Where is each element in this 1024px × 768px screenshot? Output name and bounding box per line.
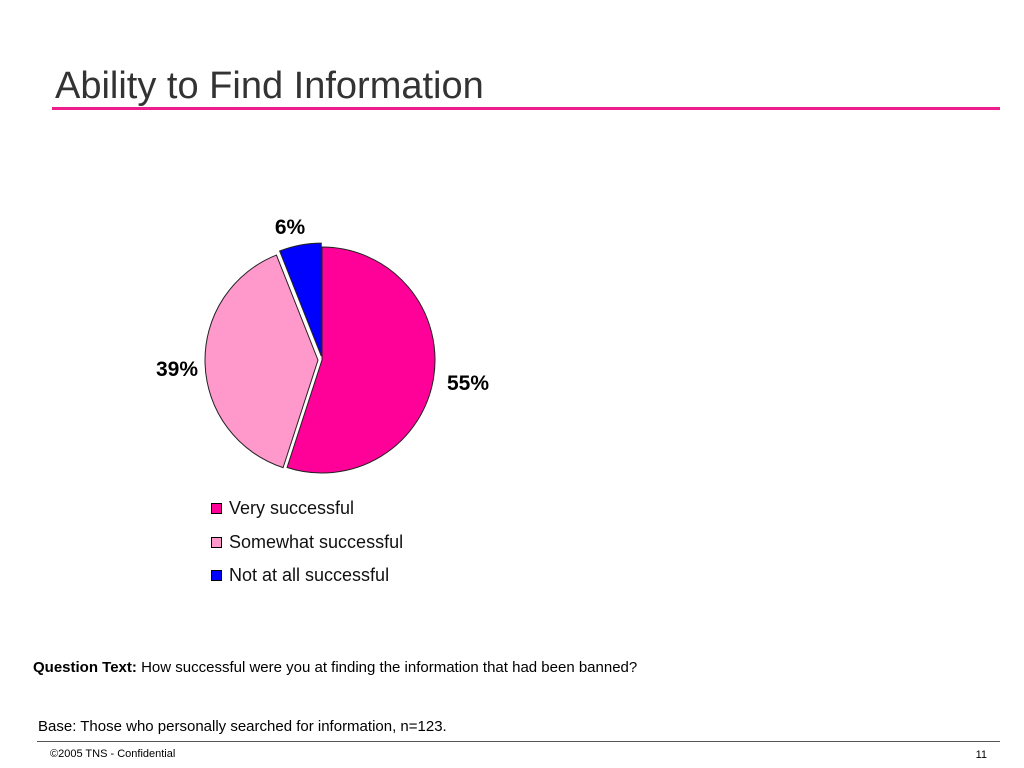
legend-label: Very successful bbox=[229, 498, 355, 519]
question-label: Question Text: bbox=[33, 659, 137, 676]
data-label-very-successful: 55% bbox=[447, 372, 489, 395]
data-label-not-at-all-successful: 6% bbox=[275, 216, 306, 239]
page-number: 11 bbox=[975, 749, 987, 761]
footer-divider bbox=[37, 741, 1000, 742]
chart-legend: Very successful Somewhat successful Not at… bbox=[211, 492, 403, 593]
pie-slice-somewhat-successful bbox=[204, 254, 319, 469]
legend-label: Not at all successful bbox=[229, 565, 390, 586]
slide-title: Ability to Find Information bbox=[55, 65, 484, 107]
legend-swatch bbox=[211, 536, 222, 548]
base-note: Base: Those who personally searched for … bbox=[38, 718, 447, 735]
legend-swatch bbox=[211, 503, 222, 515]
legend-item: Somewhat successful bbox=[211, 526, 403, 560]
pie-slice-very-successful bbox=[286, 246, 436, 474]
question-text: Question Text: How successful were you a… bbox=[33, 659, 637, 676]
footer-copyright: ©2005 TNS - Confidential bbox=[50, 748, 176, 760]
legend-label: Somewhat successful bbox=[229, 531, 404, 552]
question-body: How successful were you at finding the i… bbox=[141, 659, 638, 676]
legend-item: Very successful bbox=[211, 492, 403, 526]
pie-slice-not-at-all-successful bbox=[279, 242, 322, 357]
legend-swatch bbox=[211, 570, 222, 582]
legend-item: Not at all successful bbox=[211, 559, 403, 593]
title-underline bbox=[52, 107, 1000, 110]
data-label-somewhat-successful: 39% bbox=[156, 358, 198, 381]
